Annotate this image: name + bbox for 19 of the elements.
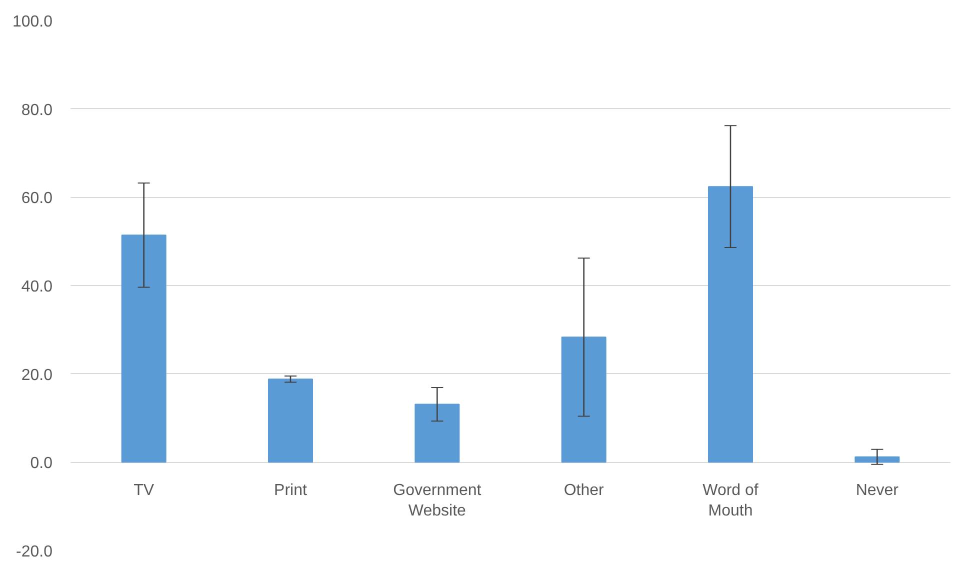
bar (561, 336, 606, 463)
y-tick-label: 100.0 (12, 14, 53, 30)
x-tick-label: Word of Mouth (702, 482, 759, 520)
y-tick-label: 80.0 (21, 102, 53, 119)
x-tick-label: Government Website (393, 482, 482, 520)
bar (854, 456, 900, 463)
y-tick-label: 0.0 (30, 455, 53, 472)
y-tick-label: 40.0 (21, 278, 53, 296)
y-tick-label: -20.0 (16, 544, 53, 560)
bar (708, 186, 753, 463)
y-tick-label: 60.0 (21, 190, 53, 208)
x-tick-label: Never (856, 482, 900, 500)
x-tick-label: TV (134, 482, 154, 500)
bar (121, 234, 166, 463)
y-tick-label: 20.0 (21, 366, 53, 384)
bar (414, 404, 460, 463)
bar (268, 378, 313, 463)
x-tick-label: Print (274, 482, 308, 500)
x-tick-label: Other (564, 482, 605, 500)
